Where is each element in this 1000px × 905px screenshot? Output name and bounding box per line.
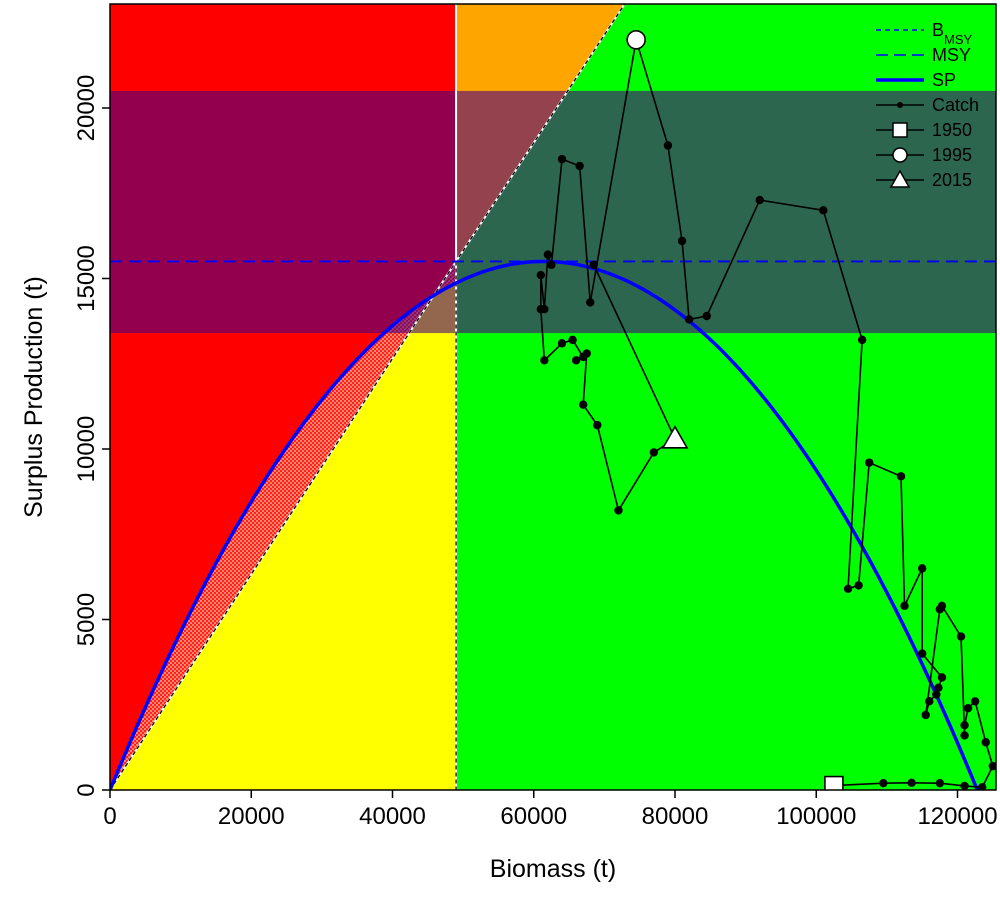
- catch-point: [896, 472, 906, 481]
- catch-point: [925, 697, 934, 706]
- legend-key-triangle: [889, 169, 911, 188]
- catch-point: [649, 448, 659, 457]
- catch-point: [536, 270, 546, 280]
- y-tick-label: 20000: [73, 75, 100, 142]
- fmsy-line: [110, 4, 626, 790]
- catch-point: [536, 304, 546, 314]
- x-tick-label: 60000: [500, 803, 567, 830]
- legend-label-subscript: MSY: [944, 32, 973, 47]
- legend-label: 1995: [932, 145, 972, 165]
- catch-point: [963, 703, 973, 713]
- catch-point: [981, 738, 990, 747]
- catch-point: [978, 783, 987, 790]
- catch-point: [578, 400, 588, 409]
- catch-point: [702, 311, 711, 321]
- y-tick-label: 5000: [73, 593, 100, 646]
- catch-point: [907, 778, 916, 788]
- catch-point: [677, 236, 687, 246]
- marker-1995: [626, 29, 646, 50]
- catch-point: [956, 632, 966, 641]
- catch-point: [934, 683, 943, 692]
- catch-point: [960, 731, 969, 740]
- legend-label: 1950: [932, 120, 972, 140]
- catch-point: [568, 335, 577, 345]
- sp-curve: [110, 259, 979, 790]
- catch-point: [593, 420, 602, 430]
- catch-point: [917, 564, 927, 573]
- x-tick-label: 20000: [218, 803, 285, 830]
- catch-point: [970, 697, 980, 706]
- catch-point: [586, 298, 595, 307]
- legend-key-catch-dot: [897, 102, 903, 108]
- catch-point: [547, 260, 556, 270]
- plot-border: [109, 3, 997, 791]
- catch-point: [865, 458, 874, 467]
- marker-2015: [661, 425, 689, 449]
- catch-point: [582, 349, 591, 358]
- y-axis-title: Surplus Production (t): [20, 276, 48, 518]
- legend-label: MSY: [932, 45, 971, 65]
- catch-point: [843, 584, 853, 594]
- y-tick-label: 0: [73, 783, 100, 796]
- axes: 0 20000 40000 60000 80000 100000 120000 0 5000 10…: [73, 75, 998, 830]
- x-tick-label: 40000: [359, 803, 426, 830]
- legend-label: Catch: [932, 95, 979, 115]
- msy-band: [110, 90, 996, 334]
- plot-frame: [109, 3, 997, 791]
- x-tick-label: 100000: [776, 803, 856, 830]
- catch-point: [960, 721, 969, 730]
- catch-point: [854, 581, 863, 590]
- x-tick-label: 80000: [642, 803, 709, 830]
- legend-label: SP: [932, 70, 956, 90]
- catch-point: [921, 710, 930, 720]
- catch-point: [857, 335, 867, 345]
- catch-point: [575, 161, 584, 171]
- catch-point: [755, 195, 764, 205]
- catch-point: [900, 601, 909, 611]
- catch-point: [571, 356, 581, 365]
- catch-point: [663, 141, 673, 150]
- catch-point: [917, 649, 927, 658]
- catch-point: [879, 778, 888, 788]
- y-tick-label: 10000: [73, 416, 100, 483]
- legend-label: 2015: [932, 170, 972, 190]
- catch-point: [684, 315, 694, 324]
- catch-point: [543, 250, 553, 259]
- x-axis-title: Biomass (t): [490, 855, 616, 883]
- catch-point: [557, 339, 567, 348]
- catch-point: [935, 605, 945, 614]
- catch-point: [937, 673, 947, 682]
- catch-point: [589, 260, 598, 270]
- catch-point: [819, 206, 828, 215]
- catch-point: [960, 781, 969, 790]
- catch-point: [614, 506, 623, 515]
- catch-point: [557, 154, 567, 164]
- x-tick-label: 120000: [917, 803, 997, 830]
- legend-key-square: [892, 122, 908, 138]
- plot-area: [110, 4, 996, 790]
- catch-point: [540, 356, 549, 365]
- marker-1950: [824, 775, 844, 790]
- x-tick-label: 0: [103, 803, 116, 830]
- y-tick-label: 15000: [73, 245, 100, 312]
- legend-key-circle: [892, 147, 908, 163]
- catch-point: [988, 761, 996, 771]
- catch-point: [935, 778, 945, 788]
- catch-point: [932, 690, 941, 699]
